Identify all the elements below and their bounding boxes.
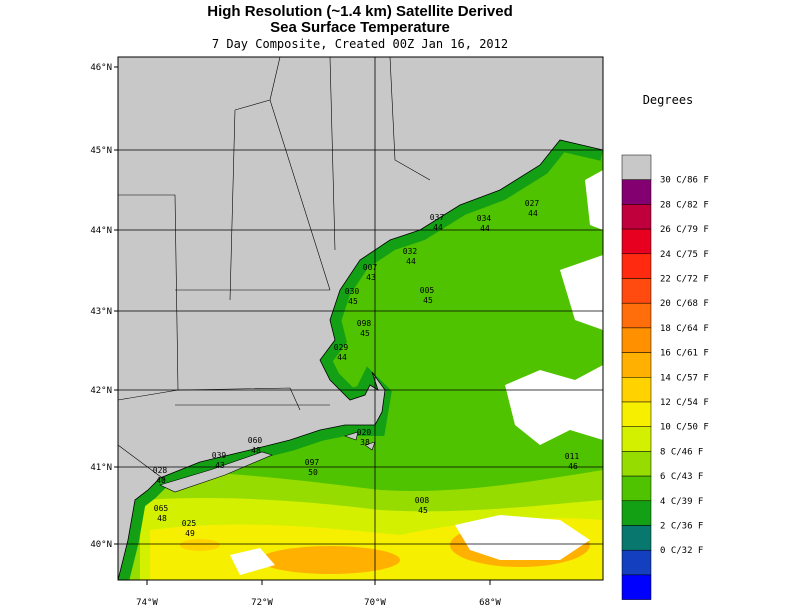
legend-swatch — [621, 302, 652, 329]
islands — [344, 431, 376, 451]
station-temp: 40 — [156, 476, 166, 485]
legend-label: 28 C/82 F — [660, 200, 709, 210]
latitude-label: 46°N — [90, 63, 112, 73]
station-temp: 44 — [337, 353, 347, 362]
legend-swatch — [621, 475, 652, 502]
station-id: 025 — [182, 519, 197, 528]
station-temp: 45 — [348, 297, 358, 306]
legend-swatch — [621, 253, 652, 279]
station-id: 007 — [363, 263, 378, 272]
station-temp: 38 — [360, 438, 370, 447]
clouds — [230, 170, 603, 575]
longitude-label: 72°W — [251, 598, 273, 608]
station-id: 034 — [477, 214, 492, 223]
long-island — [159, 451, 273, 493]
latitude-label: 42°N — [90, 386, 112, 396]
legend-swatch — [621, 549, 652, 576]
legend-label: 22 C/72 F — [660, 275, 709, 285]
legend-swatch — [621, 500, 652, 526]
legend-swatch — [621, 401, 652, 427]
legend-label: 18 C/64 F — [660, 324, 709, 334]
legend-label: 4 C/39 F — [660, 497, 703, 507]
station-id: 008 — [415, 496, 430, 505]
legend-swatch — [621, 525, 652, 551]
legend-swatch — [621, 377, 652, 403]
station-temp: 44 — [433, 223, 443, 232]
longitude-label: 74°W — [136, 598, 158, 608]
latitude-label: 43°N — [90, 307, 112, 317]
subtitle: Sea Surface Temperature — [270, 19, 450, 36]
legend-label: 14 C/57 F — [660, 373, 709, 383]
station-id: 028 — [153, 466, 168, 475]
legend-label: 2 C/36 F — [660, 522, 703, 532]
legend-swatch — [621, 204, 652, 230]
station-temp: 45 — [418, 506, 428, 515]
station-id: 029 — [334, 343, 349, 352]
legend-swatch — [621, 352, 652, 378]
legend-label: 16 C/61 F — [660, 349, 709, 359]
ocean-warm-patch — [180, 539, 220, 551]
legend-swatch — [621, 179, 652, 205]
station-id: 030 — [345, 287, 360, 296]
station-id: 032 — [403, 247, 418, 256]
legend: 30 C/86 F 28 C/82 F 26 C/79 F 24 C/75 F 22 C… — [621, 154, 709, 600]
latitude-label: 41°N — [90, 463, 112, 473]
legend-swatch — [621, 451, 652, 477]
labels: 46°N 45°N 44°N 43°N 42°N 41°N 40°N 74°W 72°W 70°W… — [90, 63, 579, 608]
station-id: 020 — [357, 428, 372, 437]
latitude-label: 44°N — [90, 226, 112, 236]
graticule — [118, 57, 603, 580]
station-temp: 43 — [366, 273, 376, 282]
map-frame — [117, 56, 604, 581]
station-id: 065 — [154, 504, 169, 513]
legend-swatch — [621, 574, 652, 600]
ocean-warmer — [260, 546, 400, 574]
station-temp: 48 — [251, 446, 261, 455]
longitude-label: 70°W — [364, 598, 386, 608]
borders — [118, 57, 431, 481]
legend-label: 30 C/86 F — [660, 176, 709, 186]
legend-label: 10 C/50 F — [660, 423, 709, 433]
latitude-label: 40°N — [90, 540, 112, 550]
legend-swatch — [621, 278, 652, 304]
map-area — [118, 57, 603, 580]
station-temp: 49 — [185, 529, 195, 538]
legend-label: 24 C/75 F — [660, 250, 709, 260]
station-temp: 44 — [528, 209, 538, 218]
longitude-label: 68°W — [479, 598, 501, 608]
station-id: 060 — [248, 436, 263, 445]
station-temp: 44 — [480, 224, 490, 233]
station-temp: 48 — [157, 514, 167, 523]
title: High Resolution (~1.4 km) Satellite Deri… — [207, 3, 513, 20]
legend-label: 26 C/79 F — [660, 225, 709, 235]
legend-label: 12 C/54 F — [660, 398, 709, 408]
station-id: 011 — [565, 452, 580, 461]
legend-swatch — [621, 426, 652, 452]
legend-label: 8 C/46 F — [660, 447, 703, 457]
latitude-label: 45°N — [90, 146, 112, 156]
station-id: 005 — [420, 286, 435, 295]
station-id: 027 — [525, 199, 540, 208]
station-temp: 45 — [423, 296, 433, 305]
caption: 7 Day Composite, Created 00Z Jan 16, 201… — [212, 37, 508, 51]
station-id: 098 — [357, 319, 372, 328]
station-id: 039 — [212, 451, 227, 460]
station-temp: 46 — [568, 462, 578, 471]
legend-title: Degrees — [643, 93, 694, 107]
station-id: 037 — [430, 213, 445, 222]
station-temp: 50 — [308, 468, 318, 477]
station-temp: 44 — [406, 257, 416, 266]
station-temp: 45 — [360, 329, 370, 338]
station-id: 097 — [305, 458, 320, 467]
station-temp: 43 — [215, 461, 225, 470]
legend-swatch — [621, 154, 652, 180]
legend-label: 6 C/43 F — [660, 472, 703, 482]
legend-label: 20 C/68 F — [660, 299, 709, 309]
legend-label: 0 C/32 F — [660, 546, 703, 556]
legend-swatch — [621, 327, 652, 353]
legend-swatch — [621, 228, 652, 255]
